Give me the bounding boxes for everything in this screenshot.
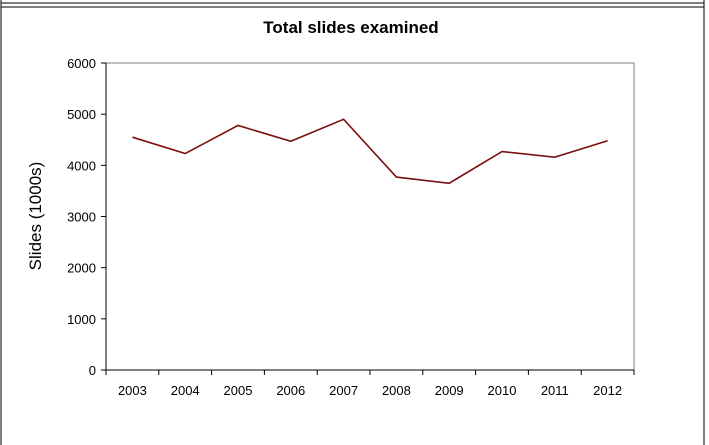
y-tick-label: 3000 xyxy=(67,210,96,225)
y-tick-label: 0 xyxy=(89,363,96,378)
chart-title: Total slides examined xyxy=(263,18,438,37)
x-tick-label: 2008 xyxy=(382,383,411,398)
x-tick-label: 2004 xyxy=(171,383,200,398)
x-axis-ticks: 2003 2004 2005 2006 2007 2008 2009 2010 2011 2012 xyxy=(105,370,635,398)
x-tick-label: 2003 xyxy=(118,383,147,398)
y-axis-ticks: 0 1000 2000 3000 4000 5000 6000 xyxy=(67,56,106,378)
plot-area-border xyxy=(105,62,635,371)
x-tick-label: 2012 xyxy=(593,383,622,398)
y-tick-label: 5000 xyxy=(67,107,96,122)
x-tick-label: 2006 xyxy=(276,383,305,398)
x-tick-label: 2005 xyxy=(224,383,253,398)
series-line xyxy=(132,118,608,185)
y-tick-label: 6000 xyxy=(67,56,96,71)
y-tick-label: 1000 xyxy=(67,312,96,327)
x-tick-label: 2009 xyxy=(435,383,464,398)
y-axis-label: Slides (1000s) xyxy=(26,162,45,271)
y-tick-label: 2000 xyxy=(67,261,96,276)
series-layer xyxy=(132,118,608,185)
x-tick-label: 2010 xyxy=(488,383,517,398)
x-tick-label: 2007 xyxy=(329,383,358,398)
x-tick-label: 2011 xyxy=(541,383,569,398)
y-tick-label: 4000 xyxy=(67,158,96,173)
